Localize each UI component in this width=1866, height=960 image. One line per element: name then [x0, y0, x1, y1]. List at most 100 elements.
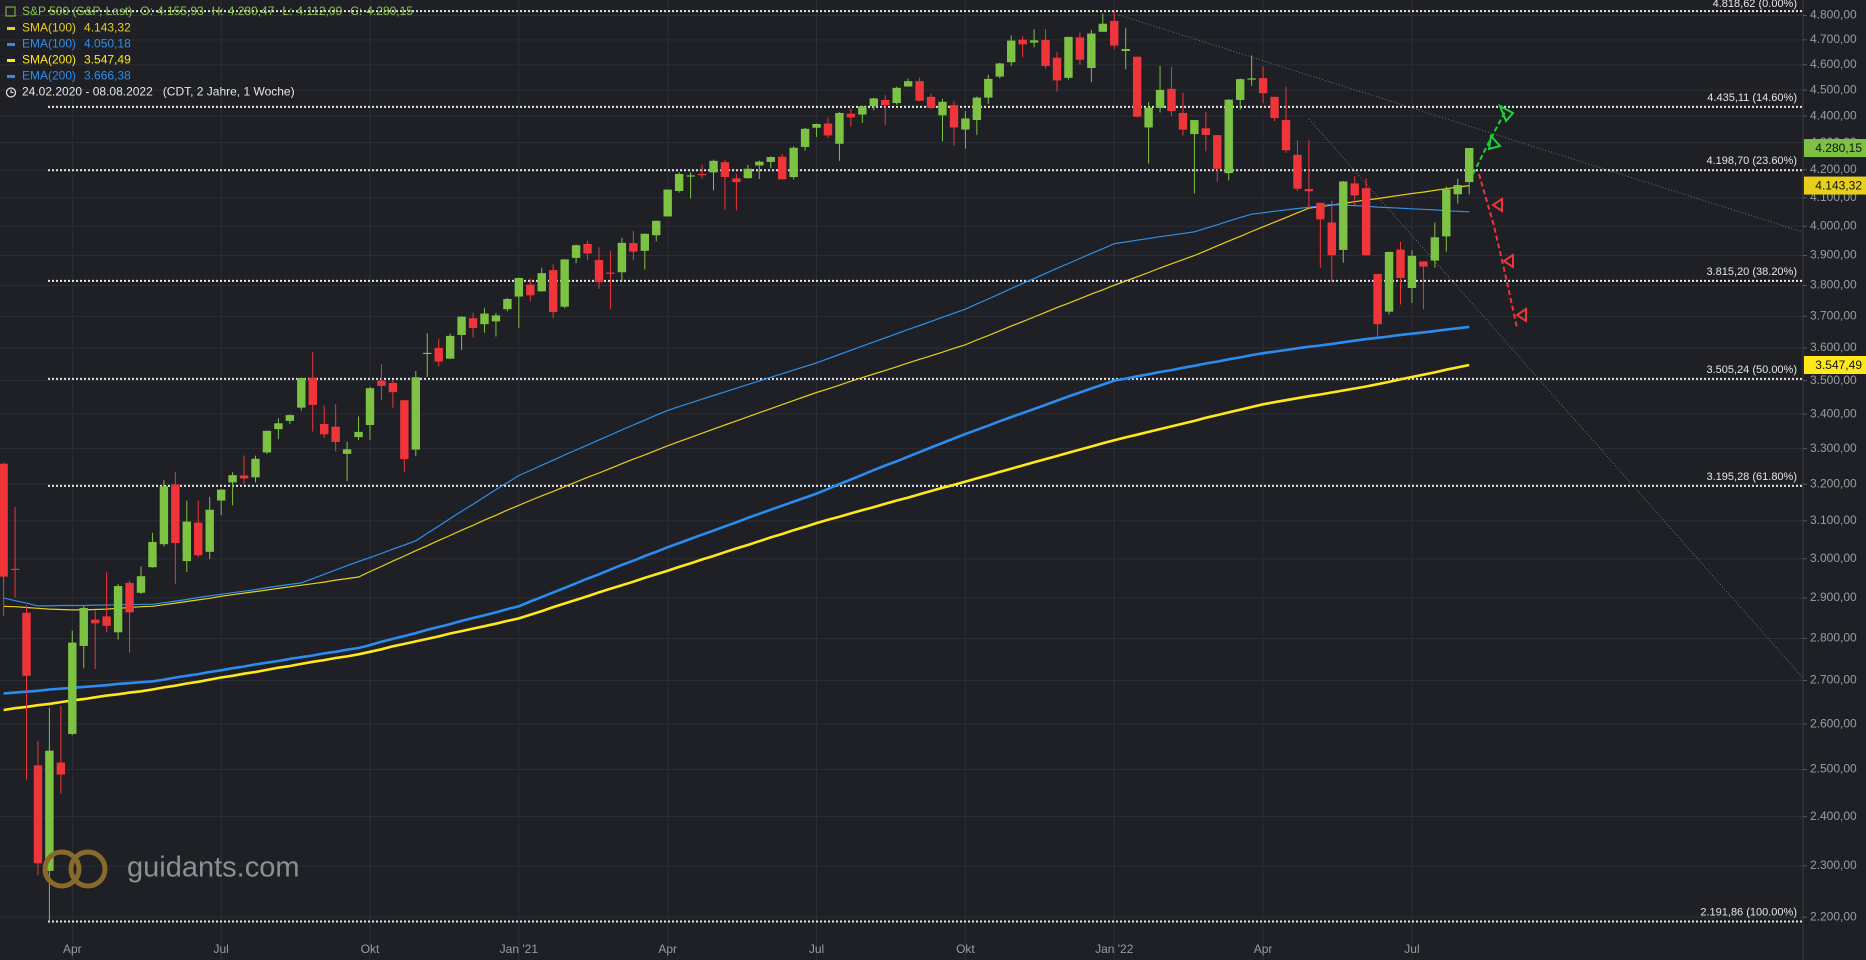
- candle-body: [503, 298, 512, 310]
- candle-body: [22, 612, 31, 676]
- candle-body: [1075, 37, 1085, 60]
- candle-body: [697, 174, 707, 176]
- candle-body: [56, 762, 66, 775]
- level-label: 4.818,62 (0.00%): [1713, 0, 1797, 10]
- candle-body: [755, 161, 764, 166]
- candle-body: [1121, 49, 1130, 51]
- candle-body: [205, 509, 214, 552]
- y-tick-label: 2.300,00: [1810, 858, 1857, 872]
- x-tick-label: Apr: [1254, 942, 1273, 956]
- legend-entry: EMA(200) 3.666,38: [22, 69, 131, 83]
- y-tick-label: 4.800,00: [1810, 8, 1857, 22]
- legend-entry: EMA(100) 4.050,18: [22, 37, 131, 51]
- candle-body: [148, 541, 157, 568]
- candle-body: [251, 458, 260, 478]
- level-label: 2.191,86 (100.00%): [1700, 906, 1797, 918]
- y-tick-label: 4.000,00: [1810, 218, 1857, 232]
- candle-body: [938, 101, 947, 116]
- candle-body: [274, 423, 283, 430]
- level-label: 3.505,24 (50.00%): [1706, 364, 1797, 376]
- logo-ring: [68, 849, 108, 889]
- quote-value: 4.280,47: [228, 4, 275, 18]
- candle-body: [68, 642, 77, 734]
- candle-body: [995, 63, 1004, 77]
- levels: 4.818,62 (0.00%) 4.435,11 (14.60%) 4.198,7…: [48, 0, 1803, 923]
- candle-body: [1339, 181, 1348, 250]
- candle-body: [331, 426, 340, 442]
- candle-body: [915, 81, 924, 101]
- quote-value: 4.280,15: [366, 4, 413, 18]
- candle-body: [1407, 255, 1417, 288]
- y-tick-label: 3.700,00: [1810, 309, 1857, 323]
- candle-body: [1258, 78, 1268, 94]
- candle-body: [365, 388, 375, 426]
- x-tick-label: Jan '21: [500, 942, 539, 956]
- candle-body: [102, 616, 111, 626]
- quote-key: C:: [350, 4, 362, 18]
- legend-value: 3.547,49: [84, 53, 131, 67]
- watermark-text: guidants.com: [127, 852, 300, 884]
- candle-body: [1029, 40, 1039, 43]
- level-label: 4.198,70 (23.60%): [1706, 155, 1797, 167]
- candle-body: [1144, 107, 1153, 128]
- candle-body: [526, 284, 535, 296]
- candle-body: [800, 128, 810, 147]
- candle-body: [1327, 222, 1336, 256]
- candle-body: [663, 189, 672, 217]
- period: 24.02.2020 - 08.08.2022 (CDT, 2 Jahre, 1 …: [22, 85, 295, 99]
- candle-body: [113, 586, 123, 633]
- candle-body: [1442, 189, 1451, 237]
- candle-body: [778, 156, 787, 180]
- y-tick-label: 4.200,00: [1810, 162, 1857, 176]
- candle-body: [652, 220, 661, 236]
- trend-lines: [1118, 14, 1804, 679]
- candle-body: [709, 160, 718, 173]
- candle-body: [377, 380, 386, 386]
- candle-body: [239, 475, 249, 479]
- quote-value: 4.155,93: [157, 4, 204, 18]
- candle-body: [468, 318, 478, 328]
- candle-body: [961, 118, 970, 130]
- candle-body: [583, 244, 592, 254]
- bear-arrow: [1502, 253, 1514, 269]
- candle-body: [629, 243, 638, 252]
- legend-icon: [5, 6, 16, 17]
- candle-body: [400, 400, 409, 460]
- price-tag: [1804, 176, 1866, 195]
- quote-key: O:: [140, 4, 153, 18]
- candle-body: [1087, 33, 1096, 69]
- y-tick-label: 2.400,00: [1810, 809, 1857, 823]
- candle-body: [686, 175, 695, 177]
- candle-body: [869, 98, 878, 107]
- x-tick-label: Jul: [213, 942, 228, 956]
- candle-body: [159, 486, 169, 545]
- candle-body: [1373, 274, 1382, 325]
- candle-body: [594, 259, 604, 283]
- candle-body: [445, 335, 455, 359]
- y-tick-label: 4.600,00: [1810, 57, 1857, 71]
- x-tick-label: Jul: [809, 942, 824, 956]
- candle-body: [457, 316, 466, 335]
- candle-body: [182, 521, 191, 562]
- ma-line: [3, 325, 1470, 695]
- quote-key: L:: [282, 4, 292, 18]
- candle-body: [125, 582, 134, 613]
- candle-body: [1270, 96, 1279, 118]
- ma-line: [3, 203, 1470, 607]
- candle-body: [354, 431, 363, 438]
- legend-name: EMA(100): [22, 37, 76, 51]
- legend-name: EMA(200): [22, 69, 76, 83]
- candle-body: [1430, 237, 1440, 261]
- candle-body: [1281, 120, 1291, 151]
- y-tick-label: 2.900,00: [1810, 590, 1857, 604]
- candle-body: [732, 178, 741, 183]
- legend-value: 4.143,32: [84, 21, 131, 35]
- candle-body: [1453, 185, 1462, 195]
- y-tick-label: 2.600,00: [1810, 716, 1857, 730]
- candle-body: [720, 162, 730, 178]
- ma-line: [3, 185, 1470, 611]
- candle-body: [1167, 88, 1176, 112]
- bull-arrow: [1498, 103, 1515, 123]
- scenario-arrows: [1472, 103, 1527, 329]
- legend-entry: SMA(200) 3.547,49: [22, 53, 131, 67]
